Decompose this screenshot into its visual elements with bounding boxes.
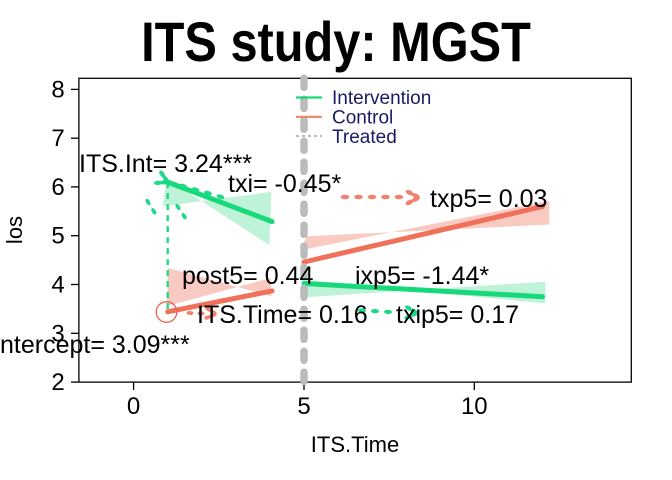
svg-text:ntercept= 3.09***: ntercept= 3.09*** bbox=[0, 331, 190, 359]
svg-text:5: 5 bbox=[297, 393, 310, 420]
svg-text:0: 0 bbox=[127, 393, 140, 420]
svg-text:Treated: Treated bbox=[332, 127, 397, 148]
svg-text:Intervention: Intervention bbox=[332, 88, 431, 109]
svg-text:post5= 0.44: post5= 0.44 bbox=[182, 262, 313, 290]
svg-text:txi= -0.45*: txi= -0.45* bbox=[228, 170, 342, 198]
svg-text:ixp5= -1.44*: ixp5= -1.44* bbox=[355, 262, 489, 290]
svg-text:ITS.Time: ITS.Time bbox=[311, 432, 399, 457]
svg-text:ITS.Int= 3.24***: ITS.Int= 3.24*** bbox=[79, 150, 252, 178]
svg-text:4: 4 bbox=[51, 272, 64, 299]
svg-text:10: 10 bbox=[461, 393, 488, 420]
svg-text:2: 2 bbox=[51, 369, 64, 396]
svg-text:Control: Control bbox=[332, 108, 393, 129]
svg-text:5: 5 bbox=[51, 223, 64, 250]
svg-text:8: 8 bbox=[51, 76, 64, 103]
svg-text:6: 6 bbox=[51, 174, 64, 201]
svg-text:los: los bbox=[2, 216, 27, 244]
svg-text:txp5= 0.03: txp5= 0.03 bbox=[430, 185, 547, 213]
svg-text:ITS.Time= 0.16: ITS.Time= 0.16 bbox=[197, 301, 368, 329]
svg-text:7: 7 bbox=[51, 125, 64, 152]
svg-text:txip5= 0.17: txip5= 0.17 bbox=[396, 301, 519, 329]
